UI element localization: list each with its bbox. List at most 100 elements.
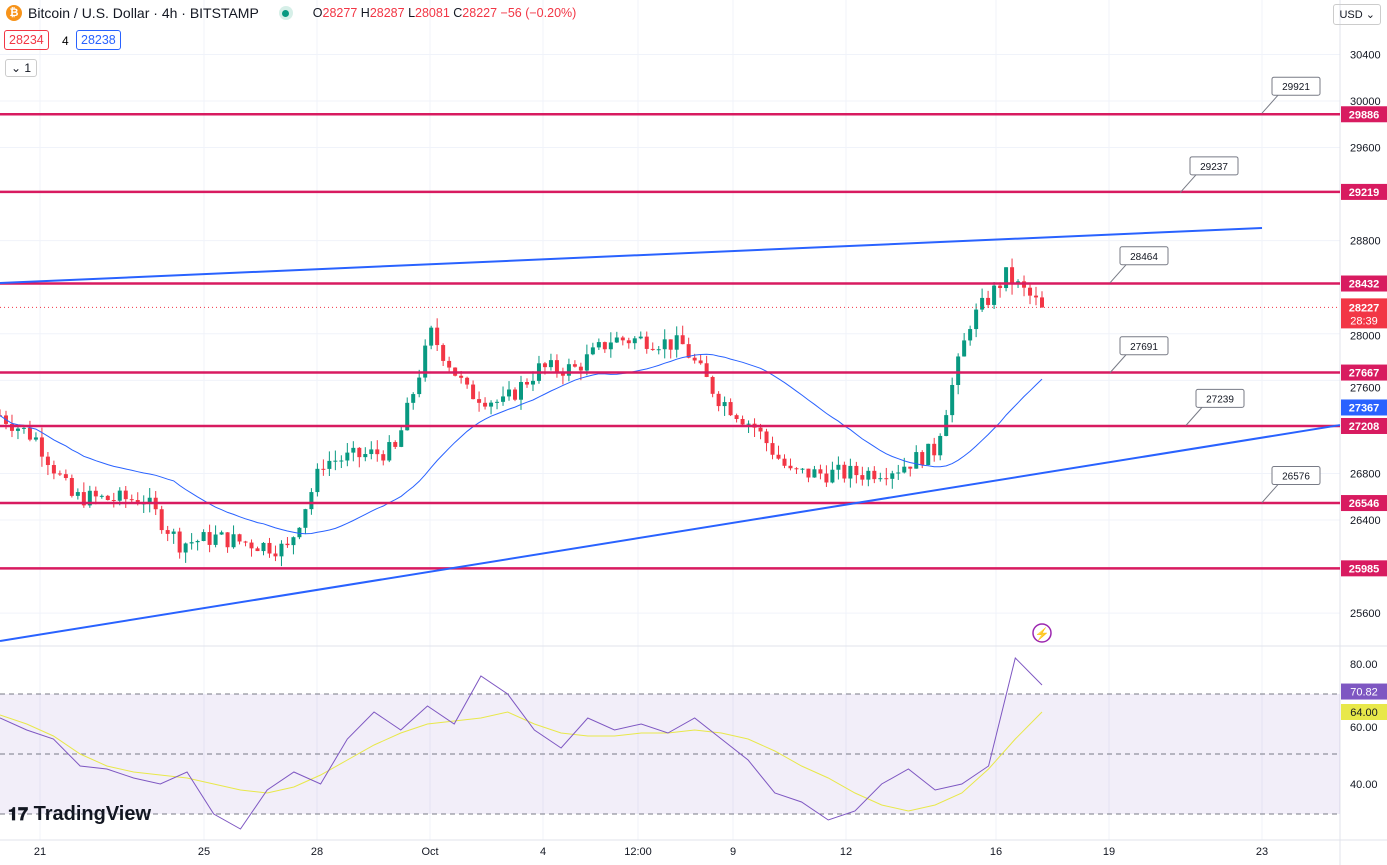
candle-body bbox=[375, 449, 380, 455]
candle-body bbox=[542, 363, 547, 368]
price-tick: 27600 bbox=[1350, 383, 1381, 395]
level-price-text: 28432 bbox=[1349, 279, 1380, 291]
callout-price: 26576 bbox=[1282, 472, 1310, 483]
candle-body bbox=[764, 431, 769, 444]
level-price-label bbox=[1341, 560, 1387, 577]
candle-body bbox=[351, 447, 356, 453]
symbol-header: ₿ Bitcoin / U.S. Dollar · 4h · BITSTAMP … bbox=[6, 5, 576, 21]
candle-body bbox=[668, 339, 673, 350]
candle-body bbox=[219, 532, 224, 535]
candle-body bbox=[548, 360, 553, 368]
candle-body bbox=[680, 335, 685, 345]
candle-body bbox=[596, 342, 601, 348]
callout-pointer bbox=[1261, 94, 1279, 114]
candle-body bbox=[920, 452, 925, 465]
candle-body bbox=[968, 329, 973, 341]
candle-body bbox=[830, 469, 835, 483]
candle-body bbox=[45, 456, 50, 466]
candle-body bbox=[519, 382, 523, 400]
candle-body bbox=[932, 443, 937, 456]
candle-body bbox=[297, 527, 302, 538]
level-price-label bbox=[1341, 364, 1387, 381]
time-tick: 23 bbox=[1256, 846, 1268, 858]
price-tick: 26400 bbox=[1350, 515, 1381, 527]
time-tick: 9 bbox=[730, 846, 736, 858]
callout-box bbox=[1189, 156, 1239, 176]
callout-box bbox=[1271, 76, 1321, 96]
candle-body bbox=[1010, 267, 1015, 285]
candle-body bbox=[656, 349, 661, 351]
candle-body bbox=[63, 474, 68, 479]
callout-price: 27239 bbox=[1206, 394, 1234, 405]
time-tick: 16 bbox=[990, 846, 1002, 858]
candle-body bbox=[896, 472, 901, 474]
candle-body bbox=[866, 470, 871, 480]
candle-body bbox=[15, 428, 20, 431]
candle-body bbox=[578, 366, 583, 371]
symbol-title[interactable]: Bitcoin / U.S. Dollar · 4h · BITSTAMP bbox=[28, 5, 259, 21]
candle-body bbox=[800, 468, 805, 470]
candle-body bbox=[644, 336, 649, 349]
candle-body bbox=[974, 309, 979, 330]
candle-body bbox=[147, 497, 152, 504]
candle-body bbox=[842, 464, 847, 479]
callout-pointer bbox=[1179, 174, 1197, 194]
candle-body bbox=[75, 492, 80, 496]
time-tick: 21 bbox=[34, 846, 46, 858]
candle-body bbox=[387, 442, 392, 461]
candle-body bbox=[878, 478, 883, 480]
candle-body bbox=[824, 473, 829, 483]
candle-body bbox=[710, 376, 715, 394]
candle-body bbox=[81, 492, 86, 506]
buy-price-button[interactable]: 28238 bbox=[76, 30, 121, 50]
candle-body bbox=[554, 360, 559, 372]
candle-body bbox=[291, 537, 296, 546]
candle-body bbox=[243, 541, 248, 543]
callout-box bbox=[1119, 246, 1169, 266]
time-tick: 19 bbox=[1103, 846, 1115, 858]
level-price-label bbox=[1341, 417, 1387, 434]
ma-price-label bbox=[1341, 399, 1387, 416]
candle-body bbox=[465, 377, 470, 385]
candle-body bbox=[39, 437, 44, 457]
candle-body bbox=[477, 399, 482, 403]
currency-selector[interactable]: USD ⌄ bbox=[1333, 4, 1381, 25]
candle-body bbox=[986, 297, 991, 305]
candle-body bbox=[441, 345, 446, 361]
candle-body bbox=[860, 475, 865, 480]
candle-body bbox=[572, 364, 577, 367]
market-open-icon bbox=[278, 6, 293, 20]
last-price-label bbox=[1341, 298, 1387, 329]
callout-pointer bbox=[1261, 484, 1279, 503]
candle-body bbox=[165, 530, 170, 534]
time-tick: 12 bbox=[840, 846, 852, 858]
candle-body bbox=[884, 478, 889, 480]
candle-body bbox=[483, 402, 488, 407]
rsi-ma-line bbox=[0, 711, 1043, 812]
time-tick: 4 bbox=[540, 846, 546, 858]
bar-countdown: 28:39 bbox=[1350, 315, 1378, 327]
lightning-icon bbox=[1032, 623, 1052, 643]
callout-box bbox=[1195, 388, 1245, 408]
candle-body bbox=[261, 542, 266, 552]
candle-body bbox=[195, 540, 200, 543]
candle-body bbox=[99, 495, 104, 497]
callout-pointer bbox=[1185, 407, 1203, 426]
candle-body bbox=[950, 384, 955, 416]
rsi-tick: 80.00 bbox=[1350, 659, 1378, 671]
price-tick: 29600 bbox=[1350, 143, 1381, 155]
candle-body bbox=[69, 478, 74, 496]
collapse-indicators-button[interactable]: ⌄ 1 bbox=[5, 59, 38, 77]
candle-body bbox=[399, 430, 404, 447]
candle-body bbox=[27, 427, 32, 440]
last-price-text: 28227 bbox=[1349, 302, 1380, 314]
sell-price-button[interactable]: 28234 bbox=[4, 30, 49, 50]
candle-body bbox=[183, 543, 188, 553]
candle-body bbox=[1028, 287, 1033, 296]
candle-body bbox=[698, 360, 703, 364]
candle-body bbox=[992, 285, 997, 305]
candle-body bbox=[608, 342, 613, 350]
callout-price: 29237 bbox=[1200, 162, 1228, 173]
spread-value: 4 bbox=[62, 34, 69, 48]
